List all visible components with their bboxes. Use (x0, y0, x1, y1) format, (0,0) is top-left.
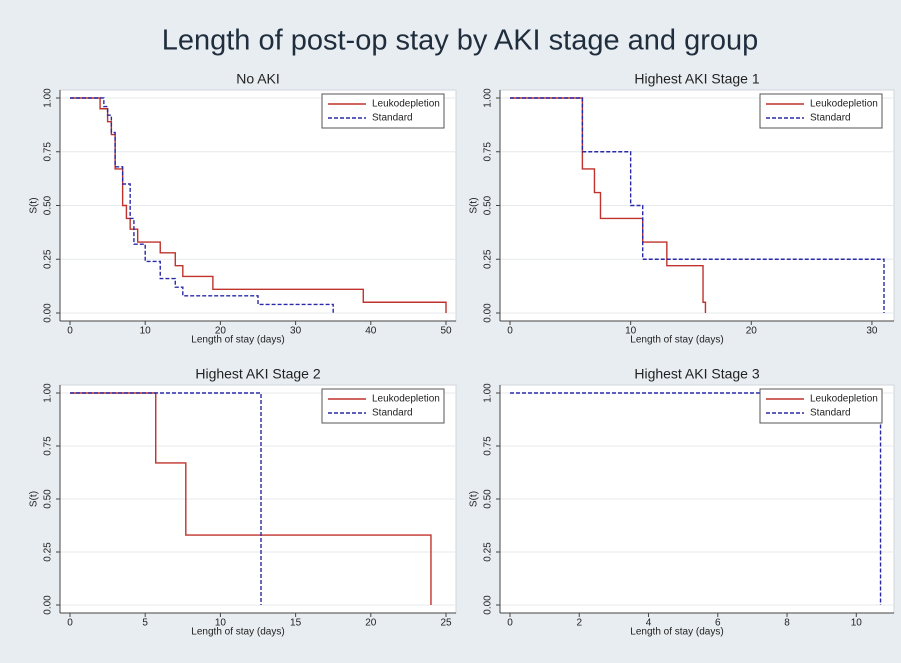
legend-label: Standard (810, 408, 851, 419)
survival-line (510, 392, 882, 605)
legend-box (321, 388, 445, 424)
y-tick-label: 0.50 (483, 195, 494, 215)
x-axis-label: Length of stay (days) (630, 335, 723, 346)
y-tick-label: 0.25 (483, 249, 494, 269)
y-axis-label: S(t) (29, 491, 40, 507)
x-tick-label: 4 (646, 618, 652, 629)
y-tick-label: 1.00 (43, 383, 54, 403)
y-tick-label: 0.50 (43, 195, 54, 215)
y-tick-label: 0.25 (483, 542, 494, 562)
survival-line (70, 97, 334, 313)
panel-title: Highest AKI Stage 3 (634, 366, 760, 382)
x-tick-label: 50 (440, 326, 452, 337)
y-tick-label: 0.25 (43, 542, 54, 562)
y-tick-label: 1.00 (43, 88, 54, 108)
x-tick-label: 20 (746, 326, 758, 337)
y-tick-label: 0.25 (43, 249, 54, 269)
y-tick-label: 0.75 (483, 142, 494, 162)
legend-box (321, 93, 445, 129)
x-tick-label: 6 (715, 618, 721, 629)
x-tick-label: 15 (290, 618, 302, 629)
x-tick-label: 5 (142, 618, 148, 629)
x-tick-label: 0 (507, 618, 513, 629)
legend-box (759, 388, 883, 424)
x-tick-label: 0 (507, 326, 513, 337)
legend-box (759, 93, 883, 129)
survival-line (70, 97, 447, 313)
y-tick-label: 0.00 (483, 595, 494, 615)
y-axis-label: S(t) (29, 197, 40, 213)
legend-label: Standard (372, 113, 413, 124)
y-axis-label: S(t) (469, 197, 480, 213)
y-tick-label: 0.00 (43, 303, 54, 323)
x-tick-label: 20 (365, 618, 377, 629)
x-axis-label: Length of stay (days) (191, 335, 284, 346)
legend-label: Leukodepletion (810, 99, 878, 110)
survival-line (510, 97, 885, 313)
x-tick-label: 2 (576, 618, 582, 629)
x-tick-label: 10 (140, 326, 152, 337)
x-tick-label: 40 (365, 326, 377, 337)
y-tick-label: 0.75 (43, 142, 54, 162)
x-tick-label: 0 (67, 618, 73, 629)
legend-label: Leukodepletion (372, 99, 440, 110)
y-tick-label: 0.75 (483, 436, 494, 456)
x-tick-label: 8 (784, 618, 790, 629)
panel-title: Highest AKI Stage 1 (634, 71, 760, 87)
y-tick-label: 1.00 (483, 383, 494, 403)
y-tick-label: 0.75 (43, 436, 54, 456)
legend-label: Leukodepletion (372, 394, 440, 405)
x-tick-label: 30 (866, 326, 878, 337)
x-tick-label: 10 (851, 618, 863, 629)
legend-label: Standard (372, 408, 413, 419)
panel-title: No AKI (236, 71, 280, 87)
panel-title: Highest AKI Stage 2 (195, 366, 321, 382)
x-axis-label: Length of stay (days) (191, 627, 284, 638)
x-tick-label: 10 (625, 326, 637, 337)
legend-label: Leukodepletion (810, 394, 878, 405)
legend-label: Standard (810, 113, 851, 124)
x-tick-label: 25 (440, 618, 452, 629)
y-tick-label: 0.00 (483, 303, 494, 323)
y-axis-label: S(t) (469, 491, 480, 507)
x-tick-label: 0 (67, 326, 73, 337)
x-tick-label: 10 (215, 618, 227, 629)
x-tick-label: 30 (290, 326, 302, 337)
x-tick-label: 20 (215, 326, 227, 337)
y-tick-label: 0.50 (43, 489, 54, 509)
x-axis-label: Length of stay (days) (630, 627, 723, 638)
y-tick-label: 1.00 (483, 88, 494, 108)
y-tick-label: 0.00 (43, 595, 54, 615)
y-tick-label: 0.50 (483, 489, 494, 509)
survival-line (70, 392, 262, 605)
page-title: Length of post-op stay by AKI stage and … (162, 25, 759, 57)
